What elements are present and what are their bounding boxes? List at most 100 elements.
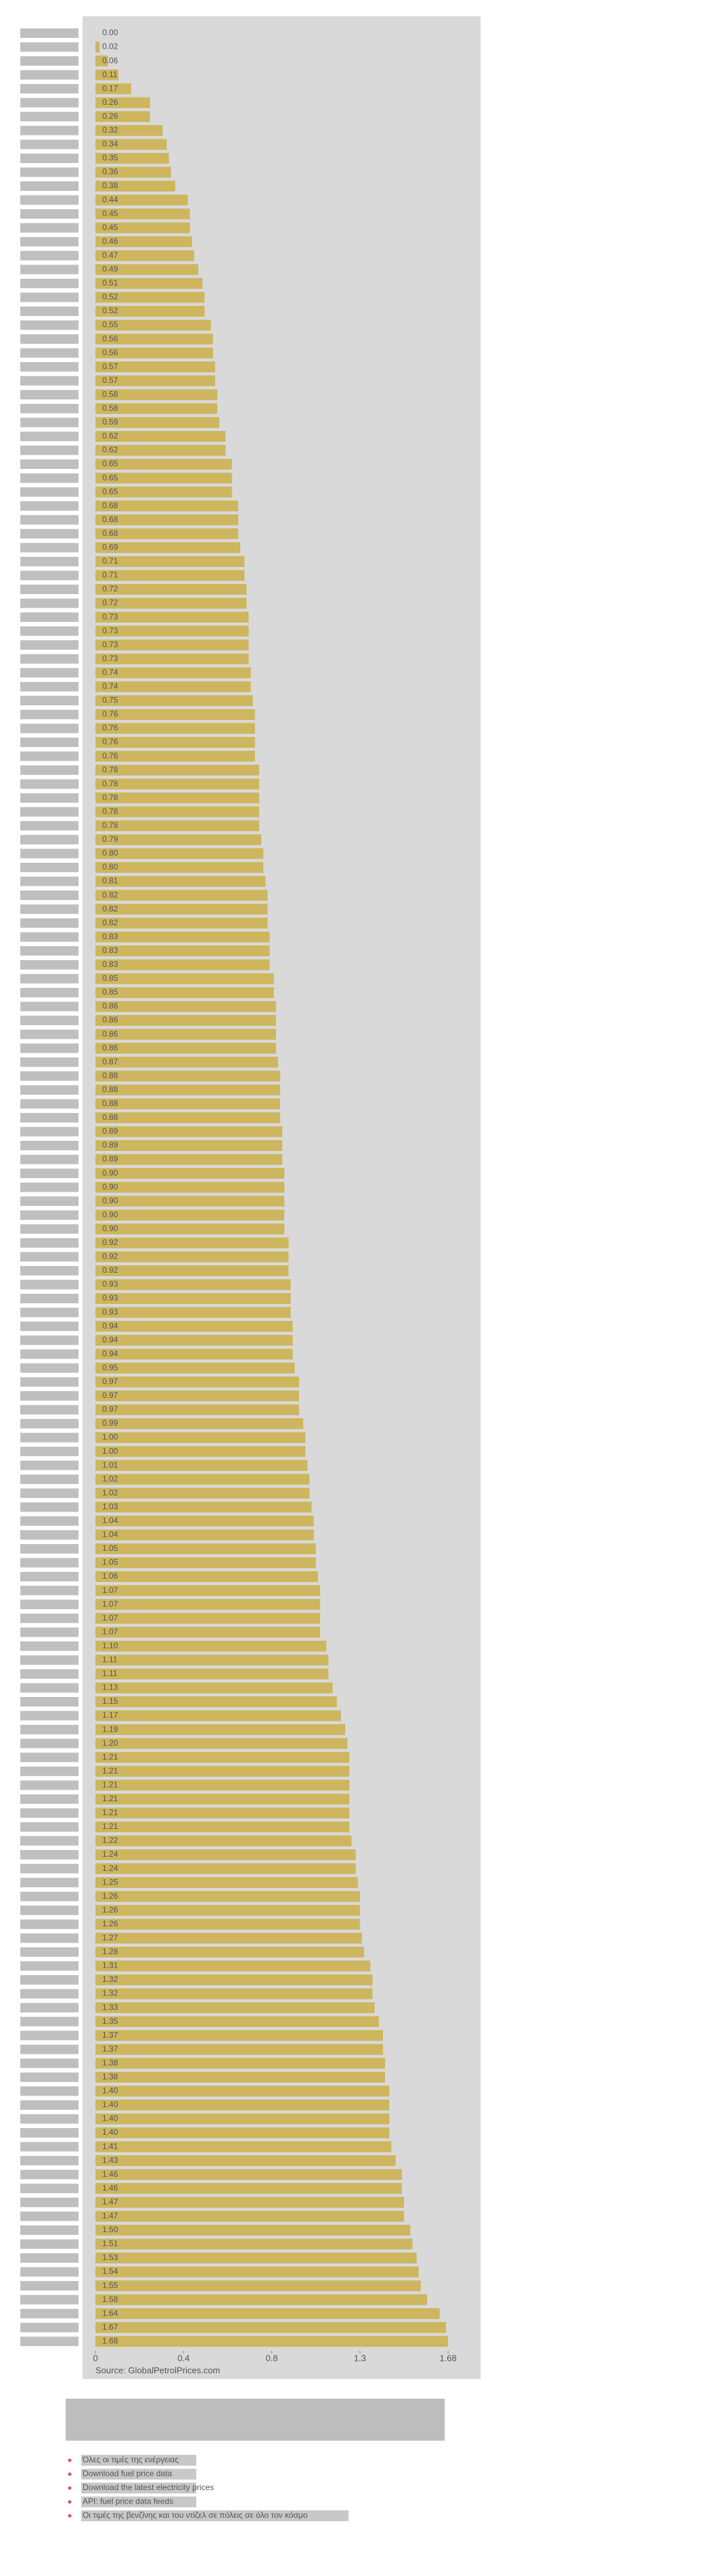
bar bbox=[95, 1571, 318, 1583]
value-label: 0.11 bbox=[102, 70, 118, 79]
value-label: 0.86 bbox=[102, 1001, 118, 1011]
x-tick-label: 1.68 bbox=[439, 2353, 456, 2363]
label-placeholder bbox=[20, 1043, 79, 1054]
label-placeholder bbox=[20, 1502, 79, 1512]
bar bbox=[95, 111, 150, 122]
label-placeholder bbox=[20, 1169, 79, 1179]
value-label: 0.93 bbox=[102, 1293, 118, 1303]
label-placeholder bbox=[20, 1600, 79, 1610]
value-label: 1.07 bbox=[102, 1627, 118, 1636]
label-placeholder bbox=[20, 598, 79, 608]
bar bbox=[95, 1557, 316, 1568]
label-placeholder bbox=[20, 2156, 79, 2166]
bullet bbox=[68, 2458, 72, 2462]
value-label: 0.38 bbox=[102, 181, 118, 190]
label-placeholder bbox=[20, 834, 79, 844]
value-label: 0.76 bbox=[102, 737, 118, 746]
value-label: 0.46 bbox=[102, 236, 118, 246]
bar bbox=[95, 931, 270, 943]
label-placeholder bbox=[20, 473, 79, 483]
bar bbox=[95, 1126, 283, 1137]
label-placeholder bbox=[20, 292, 79, 302]
value-label: 1.47 bbox=[102, 2211, 118, 2221]
bar bbox=[95, 152, 169, 164]
label-placeholder bbox=[20, 1001, 79, 1012]
value-label: 1.21 bbox=[102, 1794, 118, 1803]
value-label: 1.15 bbox=[102, 1696, 118, 1706]
value-label: 0.57 bbox=[102, 361, 118, 371]
bar bbox=[95, 306, 205, 317]
label-placeholder bbox=[20, 1627, 79, 1637]
value-label: 0.72 bbox=[102, 598, 118, 608]
label-placeholder bbox=[20, 2184, 79, 2194]
label-placeholder bbox=[20, 195, 79, 205]
bar bbox=[95, 1668, 329, 1679]
bar bbox=[95, 445, 226, 456]
label-placeholder bbox=[20, 1725, 79, 1735]
bar bbox=[95, 903, 268, 915]
x-tick-label: 0.8 bbox=[265, 2353, 278, 2363]
label-placeholder bbox=[20, 2211, 79, 2221]
label-placeholder bbox=[20, 1071, 79, 1081]
value-label: 0.06 bbox=[102, 55, 118, 65]
label-placeholder bbox=[20, 1669, 79, 1679]
label-placeholder bbox=[20, 417, 79, 428]
link-highlight bbox=[81, 2496, 196, 2508]
label-placeholder bbox=[20, 2295, 79, 2305]
label-placeholder bbox=[20, 528, 79, 539]
bar bbox=[95, 1724, 346, 1736]
value-label: 1.26 bbox=[102, 1891, 118, 1901]
label-placeholder bbox=[20, 654, 79, 664]
value-label: 0.34 bbox=[102, 139, 118, 149]
bar bbox=[95, 653, 249, 664]
value-label: 1.28 bbox=[102, 1947, 118, 1956]
label-placeholder bbox=[20, 1863, 79, 1874]
value-label: 1.07 bbox=[102, 1599, 118, 1608]
value-label: 1.26 bbox=[102, 1919, 118, 1928]
label-placeholder bbox=[20, 668, 79, 678]
value-label: 0.32 bbox=[102, 125, 118, 135]
label-placeholder bbox=[20, 2044, 79, 2054]
label-placeholder bbox=[20, 987, 79, 997]
link[interactable]: Οι τιμές της βενζίνης και του ντίζελ σε … bbox=[83, 2510, 308, 2520]
value-label: 1.21 bbox=[102, 1780, 118, 1789]
value-label: 0.45 bbox=[102, 223, 118, 232]
value-label: 1.02 bbox=[102, 1474, 118, 1483]
value-label: 1.11 bbox=[102, 1655, 118, 1665]
bar bbox=[95, 292, 205, 303]
label-placeholder bbox=[20, 1558, 79, 1568]
value-label: 0.72 bbox=[102, 584, 118, 593]
bar bbox=[95, 918, 268, 929]
bar bbox=[95, 2071, 385, 2083]
label-placeholder bbox=[20, 612, 79, 623]
label-placeholder bbox=[20, 1391, 79, 1401]
value-label: 1.40 bbox=[102, 2086, 118, 2096]
bar bbox=[95, 1001, 276, 1012]
link[interactable]: Download the latest electricity prices bbox=[83, 2483, 214, 2492]
value-label: 1.02 bbox=[102, 1488, 118, 1497]
value-label: 0.83 bbox=[102, 959, 118, 969]
label-placeholder bbox=[20, 125, 79, 135]
bar bbox=[95, 612, 249, 623]
bar bbox=[95, 2211, 404, 2222]
link-highlight bbox=[81, 2455, 196, 2466]
value-label: 0.73 bbox=[102, 654, 118, 663]
value-label: 0.76 bbox=[102, 723, 118, 733]
bar bbox=[95, 848, 264, 859]
label-placeholder bbox=[20, 348, 79, 358]
label-placeholder bbox=[20, 1808, 79, 1818]
link[interactable]: Όλες οι τιμές της ενέργειας bbox=[82, 2455, 179, 2464]
bar bbox=[95, 375, 215, 386]
value-label: 1.43 bbox=[102, 2155, 118, 2165]
value-label: 1.64 bbox=[102, 2308, 118, 2318]
bar bbox=[95, 1237, 289, 1248]
label-placeholder bbox=[20, 390, 79, 400]
link[interactable]: API: fuel price data feeds bbox=[83, 2497, 173, 2506]
bar bbox=[95, 1390, 299, 1401]
bar bbox=[95, 1070, 280, 1082]
value-label: 0.65 bbox=[102, 459, 118, 468]
label-placeholder bbox=[20, 1265, 79, 1275]
bar bbox=[95, 806, 259, 817]
link[interactable]: Download fuel price data bbox=[83, 2469, 172, 2479]
label-placeholder bbox=[20, 681, 79, 692]
